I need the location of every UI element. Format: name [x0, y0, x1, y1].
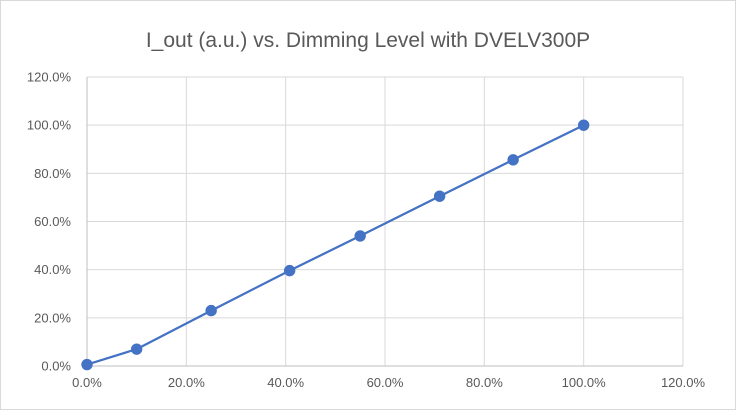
data-point [81, 358, 93, 371]
x-tick-label: 0.0% [72, 375, 102, 390]
x-tick-label: 120.0% [661, 375, 706, 390]
x-tick-label: 100.0% [562, 375, 607, 390]
y-tick-label: 120.0% [27, 70, 72, 85]
data-point [507, 154, 519, 166]
axes [86, 77, 683, 367]
data-point [205, 304, 217, 317]
series-line [86, 124, 585, 366]
y-tick-label: 80.0% [34, 166, 71, 181]
y-tick-label: 100.0% [27, 118, 72, 133]
x-tick-label: 80.0% [466, 375, 503, 390]
y-tick-label: 40.0% [34, 262, 71, 277]
x-tick-label: 20.0% [168, 375, 205, 390]
x-tick-label: 60.0% [367, 375, 404, 390]
y-tick-label: 60.0% [34, 214, 71, 229]
data-point [433, 190, 446, 202]
y-tick-label: 20.0% [34, 310, 71, 325]
gridlines [87, 76, 684, 366]
data-point [283, 264, 296, 277]
data-point [130, 343, 143, 355]
y-tick-label: 0.0% [41, 359, 71, 374]
series-layer [81, 119, 590, 371]
x-tick-label: 40.0% [267, 375, 304, 390]
chart-title: I_out (a.u.) vs. Dimming Level with DVEL… [146, 29, 590, 52]
data-point [354, 230, 366, 242]
x-tick-labels: 0.0% 20.0% 40.0% 60.0% 80.0% 100.0% 120.0% [72, 375, 705, 390]
data-point [577, 119, 590, 131]
y-tick-labels: 0.0% 20.0% 40.0% 60.0% 80.0% 100.0% 120.0% [27, 70, 72, 374]
